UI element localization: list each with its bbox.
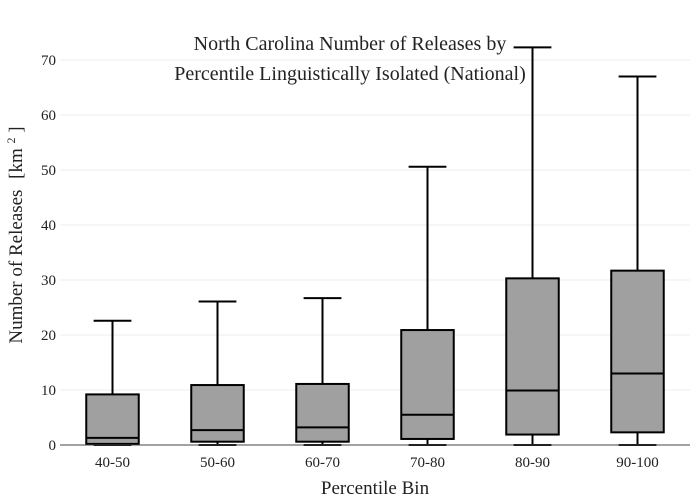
box-50-60: [190, 300, 245, 446]
box-rect-40-50: [85, 393, 140, 445]
y-tick-label-0: 0: [49, 438, 57, 454]
box-rect-60-70: [295, 382, 350, 443]
y-tick-label-50: 50: [41, 163, 56, 179]
x-tick-label-80-90: 80-90: [515, 455, 550, 471]
gridlines: [60, 59, 690, 391]
box-rect-80-90: [505, 277, 560, 436]
y-axis-title: Number of Releases [km 2 ]: [0, 126, 27, 343]
box-rect-70-80: [400, 329, 455, 440]
y-axis-title-unit: [km: [6, 148, 27, 179]
tick-labels: 0 10 20 30 40 50 60 70 40-50 50-60 60-70 70-80 80-90…: [41, 53, 659, 471]
x-tick-label-40-50: 40-50: [95, 455, 130, 471]
box-70-80: [400, 165, 455, 446]
y-tick-label-30: 30: [41, 273, 56, 289]
x-tick-label-90-100: 90-100: [616, 455, 659, 471]
box-80-90: [505, 46, 560, 446]
y-tick-label-60: 60: [41, 108, 56, 124]
box-rect-50-60: [190, 384, 245, 443]
x-tick-label-60-70: 60-70: [305, 455, 340, 471]
y-axis-title-main: Number of Releases: [6, 190, 27, 344]
y-tick-label-10: 10: [41, 383, 56, 399]
x-axis-title: Percentile Bin: [321, 478, 430, 499]
boxes: [85, 46, 665, 446]
box-90-100: [610, 75, 665, 446]
x-tick-label-70-80: 70-80: [410, 455, 445, 471]
y-tick-label-40: 40: [41, 218, 56, 234]
y-axis-title-unit-close: ]: [6, 126, 27, 132]
box-60-70: [295, 297, 350, 446]
x-tick-label-50-60: 50-60: [200, 455, 235, 471]
chart-title-line-2: Percentile Linguistically Isolated (Nati…: [174, 63, 526, 85]
chart-title-line-1: North Carolina Number of Releases by: [194, 33, 507, 55]
y-axis-title-unit-sup: 2: [4, 137, 18, 143]
y-tick-label-70: 70: [41, 53, 56, 69]
y-tick-label-20: 20: [41, 328, 56, 344]
box-rect-90-100: [610, 269, 665, 434]
box-40-50: [85, 319, 140, 446]
